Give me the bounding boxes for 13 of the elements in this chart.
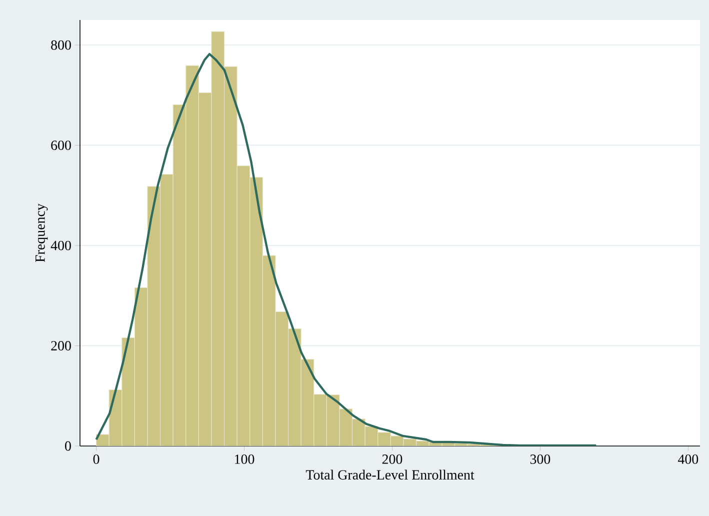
x-tick-label: 300: [530, 454, 550, 464]
line-series: [95, 52, 598, 446]
y-tick-label: 200: [51, 341, 71, 350]
x-tick-label: 200: [382, 454, 402, 464]
y-tick-label: 600: [51, 140, 71, 150]
x-tick-label: 100: [235, 454, 254, 464]
y-tick-label: 800: [51, 40, 71, 50]
y-tick-label: 400: [50, 240, 71, 250]
x-tick-label: 400: [678, 454, 698, 464]
x-tick-label: 0: [93, 454, 100, 464]
y-axis-title: Frequency: [36, 204, 48, 262]
x-axis-title: Total Grade-Level Enrollment: [306, 470, 474, 480]
y-tick-label: 0: [65, 441, 71, 451]
